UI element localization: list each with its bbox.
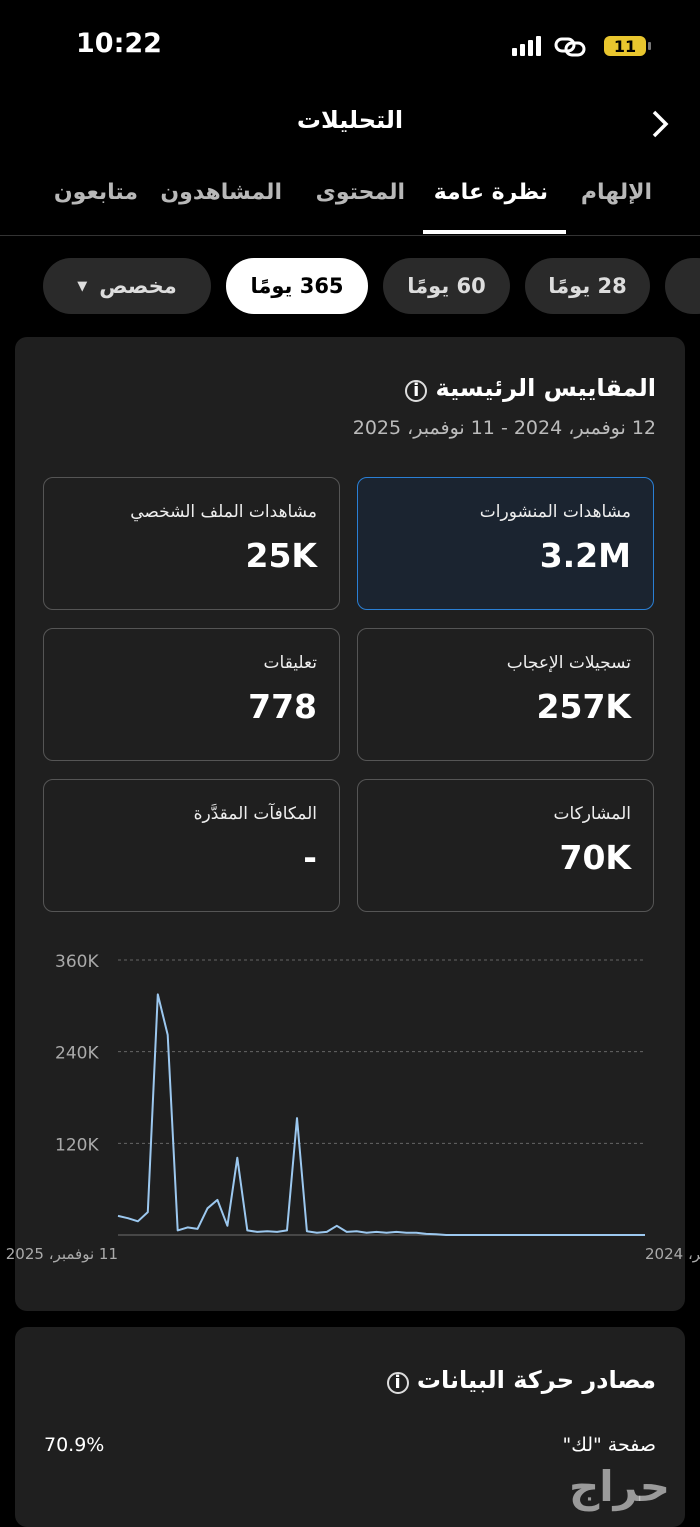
metric-box[interactable]: مشاهدات الملف الشخصي 25K bbox=[43, 477, 340, 610]
tab[interactable]: المشاهدون bbox=[160, 180, 282, 205]
range-pill[interactable]: 60 يومًا bbox=[383, 258, 510, 314]
traffic-value: 70.9% bbox=[44, 1434, 105, 1456]
metric-box[interactable]: تسجيلات الإعجاب 257K bbox=[357, 628, 654, 761]
x-tick-label: 12 نوفمبر، 2024 bbox=[645, 1245, 700, 1263]
traffic-label: صفحة "لك" bbox=[562, 1434, 656, 1456]
watermark: حراج bbox=[568, 1462, 670, 1511]
pill-text: مخصص bbox=[99, 274, 177, 298]
range-pill[interactable]: مخصص ▼ bbox=[43, 258, 211, 314]
y-tick-label: 120K bbox=[55, 1135, 99, 1155]
tab-active[interactable]: نظرة عامة bbox=[433, 180, 548, 205]
page-title: التحليلات bbox=[296, 106, 404, 134]
metric-label: المكافآت المقدَّرة bbox=[193, 804, 317, 824]
date-range: 12 نوفمبر، 2024 - 11 نوفمبر، 2025 bbox=[352, 417, 656, 439]
x-tick-label: 11 نوفمبر، 2025 bbox=[6, 1245, 118, 1263]
metric-value: 25K bbox=[245, 536, 318, 575]
metric-label: مشاهدات الملف الشخصي bbox=[130, 502, 317, 522]
range-pill[interactable]: 28 يومًا bbox=[525, 258, 650, 314]
metric-label: تعليقات bbox=[263, 653, 317, 673]
metric-value: 257K bbox=[536, 687, 631, 726]
tab-indicator bbox=[423, 230, 566, 234]
status-icons: 11 bbox=[512, 36, 651, 57]
metric-value: 3.2M bbox=[539, 536, 631, 575]
battery-level: 11 bbox=[614, 37, 636, 56]
metric-box[interactable]: مشاهدات المنشورات 3.2M bbox=[357, 477, 654, 610]
y-tick-label: 360K bbox=[55, 952, 99, 972]
tab-bar bbox=[0, 160, 700, 236]
tab[interactable]: الإلهام bbox=[580, 180, 652, 205]
data-line bbox=[117, 993, 645, 1236]
status-time: 10:22 bbox=[76, 28, 162, 59]
range-pill-active[interactable]: 365 يومًا bbox=[226, 258, 368, 314]
metric-box[interactable]: تعليقات 778 bbox=[43, 628, 340, 761]
metric-label: المشاركات bbox=[553, 804, 631, 824]
chart: 120K 240K 360K 12 نوفمبر، 2024 11 نوفمبر، 20… bbox=[6, 952, 700, 1263]
metric-box[interactable]: المشاركات 70K bbox=[357, 779, 654, 912]
metric-value: 778 bbox=[248, 687, 317, 726]
traffic-title: مصادر حركة البيانات i bbox=[386, 1366, 656, 1394]
metric-value: 70K bbox=[559, 838, 632, 877]
traffic-card bbox=[15, 1327, 685, 1527]
tab[interactable]: المحتوى bbox=[315, 180, 405, 205]
metric-label: مشاهدات المنشورات bbox=[479, 502, 631, 522]
pill[interactable] bbox=[665, 258, 700, 314]
back-button[interactable] bbox=[648, 108, 672, 140]
metric-label: تسجيلات الإعجاب bbox=[506, 653, 631, 673]
metric-box[interactable]: المكافآت المقدَّرة - bbox=[43, 779, 340, 912]
traffic-title-text: مصادر حركة البيانات bbox=[416, 1366, 656, 1394]
tab[interactable]: متابعون bbox=[53, 180, 138, 205]
card-title: المقاييس الرئيسية i bbox=[405, 374, 656, 402]
card-title-text: المقاييس الرئيسية bbox=[435, 374, 656, 402]
metric-value: - bbox=[303, 838, 317, 877]
y-tick-label: 240K bbox=[55, 1044, 99, 1064]
